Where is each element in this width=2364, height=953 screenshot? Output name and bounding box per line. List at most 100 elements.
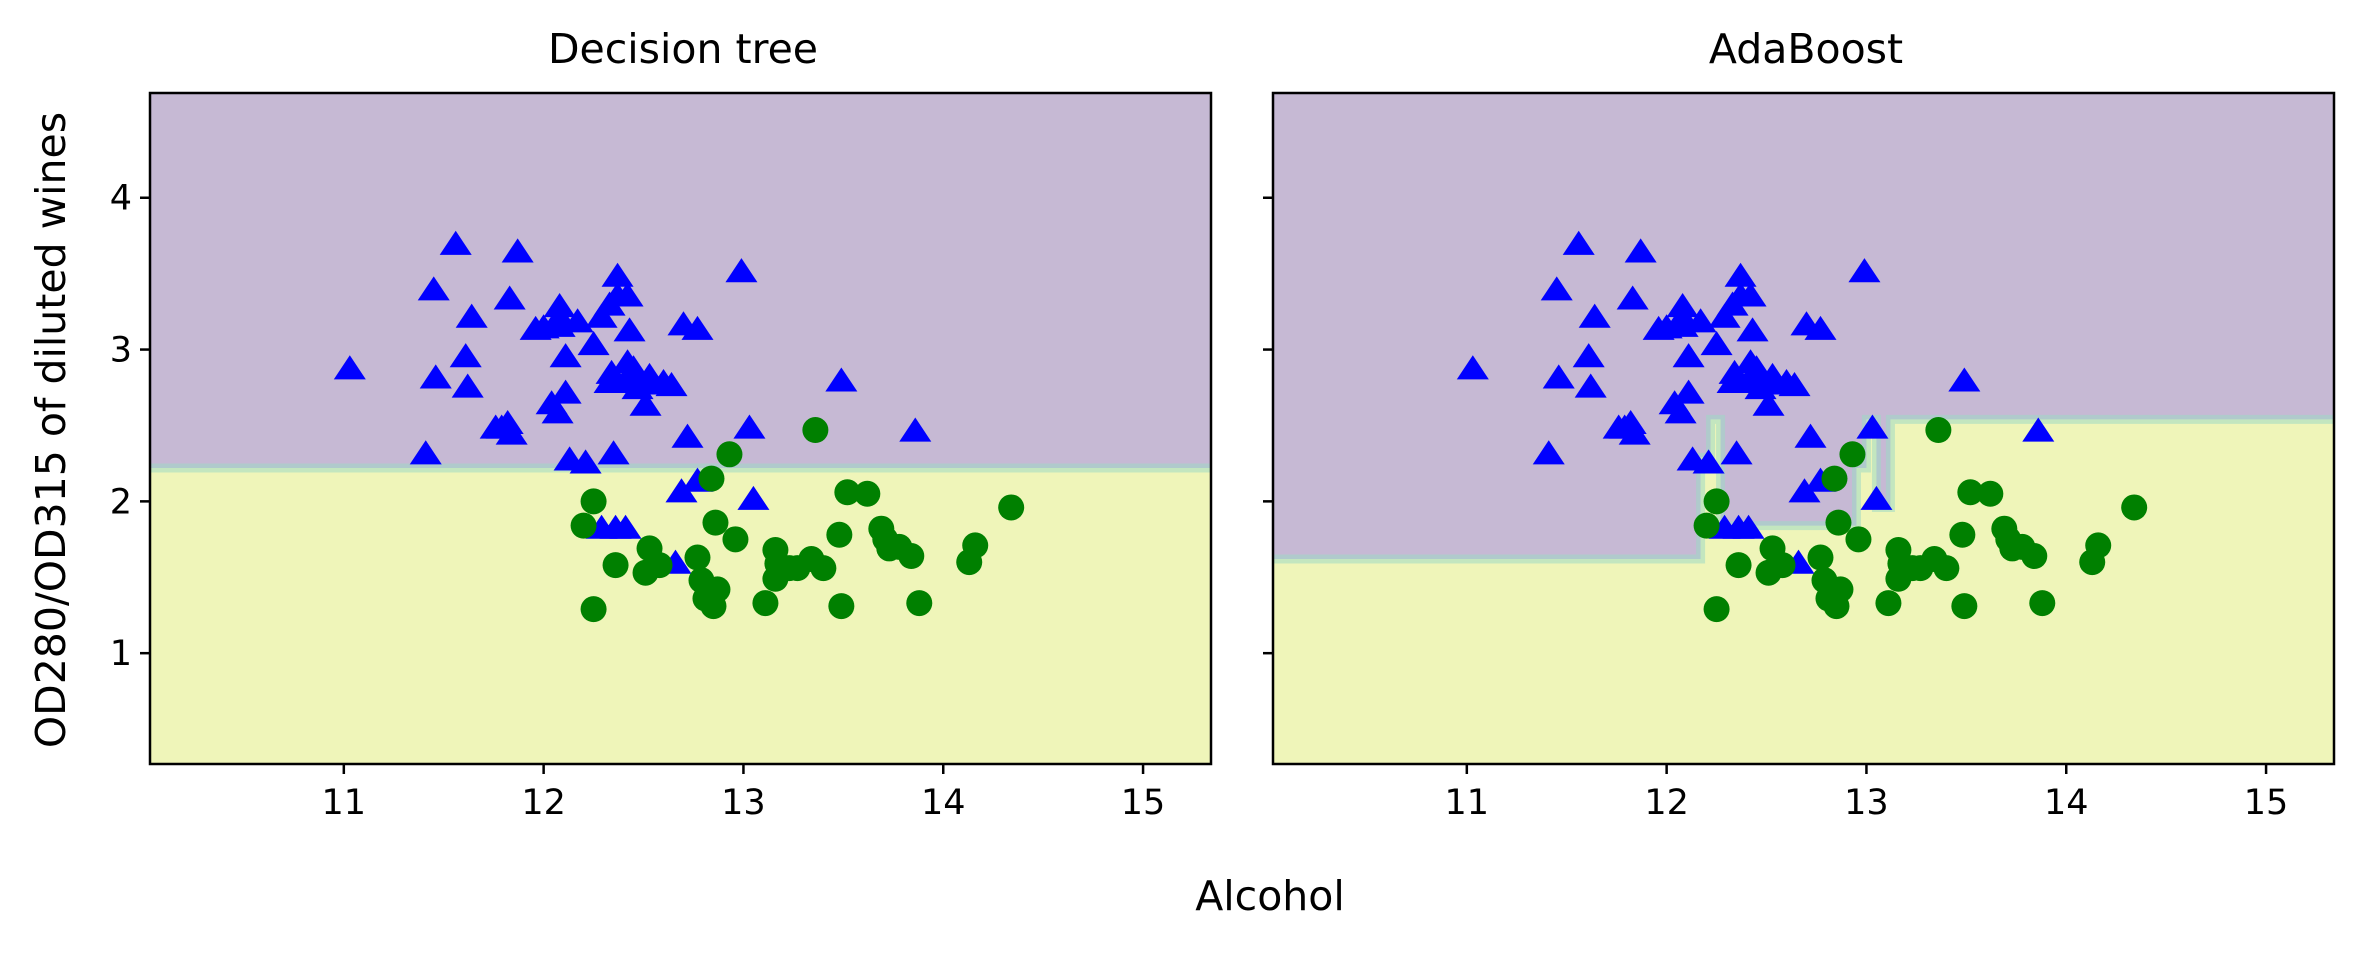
data-point-class-1: [1700, 331, 1733, 356]
data-point-class-1: [1860, 485, 1893, 510]
panel-title: AdaBoost: [1709, 25, 1903, 73]
region-class-2: [150, 467, 1211, 764]
data-point-class-1: [1666, 293, 1699, 318]
data-point-class-1: [549, 379, 582, 404]
data-point-class-2: [810, 555, 837, 582]
data-point-class-2: [580, 596, 607, 623]
data-point-class-2: [1821, 465, 1848, 492]
data-point-class-1: [409, 440, 442, 465]
data-point-class-2: [2021, 543, 2048, 570]
data-point-class-1: [1672, 343, 1705, 368]
data-point-class-2: [826, 521, 853, 548]
data-point-class-1: [495, 420, 528, 445]
data-point-class-1: [449, 343, 482, 368]
y-axis-label: OD280/OD315 of diluted wines: [27, 112, 75, 748]
x-tick-label: 12: [521, 783, 566, 823]
data-point-class-2: [1845, 526, 1872, 553]
data-point-class-1: [1574, 373, 1607, 398]
data-point-class-1: [1456, 355, 1489, 380]
data-point-class-1: [1616, 285, 1649, 310]
data-point-class-1: [725, 258, 758, 283]
y-tick-label: 1: [110, 634, 132, 674]
data-point-class-2: [834, 479, 861, 506]
data-point-class-1: [617, 355, 650, 380]
data-point-class-2: [898, 543, 925, 570]
data-point-class-1: [1572, 343, 1605, 368]
data-point-class-2: [906, 590, 933, 617]
data-point-class-2: [802, 417, 829, 444]
data-point-class-1: [501, 238, 534, 263]
data-point-class-2: [1725, 552, 1752, 579]
data-point-class-2: [1827, 576, 1854, 603]
data-point-class-1: [1734, 282, 1767, 307]
data-point-class-1: [825, 367, 858, 392]
data-point-class-1: [1708, 303, 1741, 328]
data-point-class-1: [585, 303, 618, 328]
x-tick-label: 14: [2044, 783, 2089, 823]
data-point-class-1: [1562, 230, 1595, 255]
data-point-class-1: [549, 343, 582, 368]
data-point-class-2: [580, 488, 607, 515]
data-point-class-1: [1664, 399, 1697, 424]
region-class-2: [1273, 419, 2334, 764]
data-point-class-1: [1752, 391, 1785, 416]
plot-frame: [148, 91, 1213, 766]
data-point-class-2: [2085, 532, 2112, 559]
x-tick-label: 13: [1844, 783, 1889, 823]
data-point-class-1: [1540, 276, 1573, 301]
data-point-class-2: [1807, 544, 1834, 571]
data-point-class-1: [1778, 371, 1811, 397]
adaboost-panel: 11 12 13 14 15 AdaBoost: [1263, 25, 2336, 823]
data-point-class-1: [1692, 449, 1725, 474]
data-point-class-1: [2022, 417, 2055, 442]
data-point-class-1: [737, 485, 770, 510]
data-point-class-1: [597, 440, 630, 465]
plot-frame: [1271, 91, 2336, 766]
data-point-class-1: [613, 317, 646, 342]
data-point-class-2: [1703, 488, 1730, 515]
y-tick-label: 4: [110, 179, 132, 219]
data-point-class-2: [1703, 596, 1730, 623]
data-point-class-2: [1839, 441, 1866, 468]
data-point-class-1: [1788, 478, 1821, 503]
data-point-class-1: [1740, 355, 1773, 380]
data-point-class-1: [333, 355, 366, 380]
data-point-class-2: [752, 590, 779, 617]
data-point-class-1: [611, 282, 644, 307]
data-point-class-2: [998, 494, 1025, 521]
data-point-class-1: [665, 478, 698, 503]
data-point-class-2: [1875, 590, 1902, 617]
data-point-class-2: [602, 552, 629, 579]
x-tick-label: 11: [322, 783, 367, 823]
data-point-class-1: [1578, 303, 1611, 328]
data-point-class-1: [899, 417, 932, 442]
x-tick-label: 11: [1445, 783, 1490, 823]
data-point-class-2: [1949, 521, 1976, 548]
data-point-class-2: [702, 509, 729, 536]
data-point-class-1: [1532, 440, 1565, 465]
data-point-class-1: [541, 399, 574, 424]
data-point-class-1: [439, 230, 472, 255]
x-tick-label: 14: [921, 783, 966, 823]
data-point-class-1: [1848, 258, 1881, 283]
data-point-class-1: [1804, 315, 1837, 340]
data-point-class-2: [1977, 480, 2004, 507]
data-point-class-2: [2029, 590, 2056, 617]
data-point-class-1: [609, 514, 642, 539]
data-point-class-2: [698, 465, 725, 492]
data-point-class-1: [561, 308, 594, 333]
data-point-class-2: [704, 576, 731, 603]
x-tick-label: 15: [1121, 783, 1166, 823]
data-point-class-1: [577, 331, 610, 356]
data-point-class-1: [1542, 364, 1575, 389]
data-point-class-1: [1736, 317, 1769, 342]
data-point-class-2: [716, 441, 743, 468]
data-point-class-1: [455, 303, 488, 328]
data-point-class-2: [1825, 509, 1852, 536]
data-point-class-2: [646, 552, 673, 579]
data-point-class-1: [1948, 367, 1981, 392]
data-point-class-1: [451, 373, 484, 398]
data-point-class-1: [493, 285, 526, 310]
